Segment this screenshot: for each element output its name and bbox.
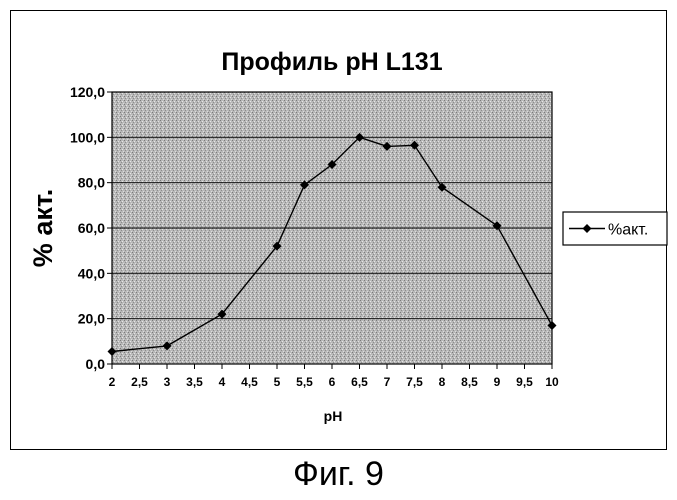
x-tick-label: 5,5 <box>296 375 313 389</box>
y-tick-label: 80,0 <box>78 175 105 191</box>
x-tick-label: 4 <box>219 375 226 389</box>
y-tick-label: 20,0 <box>78 311 105 327</box>
x-tick-label: 2,5 <box>131 375 148 389</box>
y-tick-label: 0,0 <box>86 356 106 372</box>
x-tick-label: 3,5 <box>186 375 203 389</box>
x-tick-label: 8 <box>439 375 446 389</box>
y-axis-label: % акт. <box>28 189 58 267</box>
chart: Профиль pH L131 0,0 20,0 40,0 60,0 80,0 100,0 1… <box>0 0 677 460</box>
x-tick-label: 3 <box>164 375 171 389</box>
x-tick-label: 9,5 <box>516 375 533 389</box>
x-axis-label: pH <box>324 408 343 424</box>
y-tick-label: 120,0 <box>70 84 105 100</box>
x-tick-label: 10 <box>545 375 559 389</box>
x-tick-label: 4,5 <box>241 375 258 389</box>
x-tick-label: 8,5 <box>461 375 478 389</box>
x-tick-label: 7 <box>384 375 391 389</box>
x-tick-label: 5 <box>274 375 281 389</box>
x-tick-label: 9 <box>494 375 501 389</box>
chart-title: Профиль pH L131 <box>221 48 442 76</box>
x-tick-label: 6,5 <box>351 375 368 389</box>
x-tick-label: 6 <box>329 375 336 389</box>
y-tick-label: 100,0 <box>70 129 105 145</box>
y-tick-label: 60,0 <box>78 220 105 236</box>
y-tick-label: 40,0 <box>78 265 105 281</box>
figure-caption: Фиг. 9 <box>0 455 677 494</box>
x-tick-label: 7,5 <box>406 375 423 389</box>
x-tick-label: 2 <box>109 375 116 389</box>
legend-label: %акт. <box>608 222 648 239</box>
